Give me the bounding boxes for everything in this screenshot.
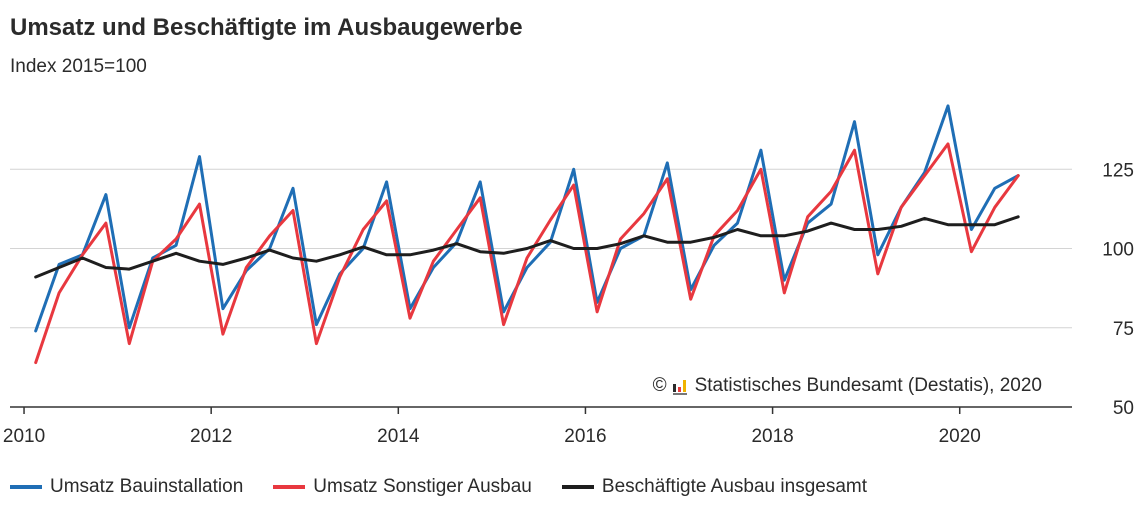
copyright-symbol: © xyxy=(652,375,667,396)
x-tick-label: 2020 xyxy=(939,426,981,447)
legend-swatch xyxy=(273,485,306,489)
x-tick-label: 2012 xyxy=(190,426,232,447)
axes: 50 75 100 125 2010 2012 2014 2016 2018 2020 xyxy=(3,160,1134,447)
chart-subtitle: Index 2015=100 xyxy=(10,56,147,77)
legend-item-3: Beschäftigte Ausbau insgesamt xyxy=(561,476,867,498)
series-group xyxy=(34,104,1020,365)
y-tick-label: 125 xyxy=(1102,160,1134,181)
legend-item-1: Umsatz Bauinstallation xyxy=(10,476,243,498)
x-tick-label: 2018 xyxy=(751,426,793,447)
legend: Umsatz Bauinstallation Umsatz Sonstiger A… xyxy=(10,476,897,498)
x-tick-label: 2016 xyxy=(564,426,606,447)
x-tick-label: 2014 xyxy=(377,426,420,447)
legend-label: Beschäftigte Ausbau insgesamt xyxy=(601,476,867,497)
chart-title: Umsatz und Beschäftigte im Ausbaugewerbe xyxy=(10,14,523,41)
series-line-2 xyxy=(34,142,1020,365)
legend-swatch xyxy=(10,485,42,489)
y-tick-label: 50 xyxy=(1113,398,1134,419)
legend-swatch xyxy=(561,485,594,489)
y-tick-label: 75 xyxy=(1113,319,1134,340)
legend-label: Umsatz Bauinstallation xyxy=(50,476,244,497)
y-tick-label: 100 xyxy=(1102,240,1134,261)
legend-label: Umsatz Sonstiger Ausbau xyxy=(313,476,532,497)
legend-item-2: Umsatz Sonstiger Ausbau xyxy=(273,476,532,498)
series-line-3 xyxy=(34,215,1020,279)
source-text: Statistisches Bundesamt (Destatis), 2020 xyxy=(694,375,1042,396)
destatis-logo-icon xyxy=(672,377,689,395)
x-tick-label: 2010 xyxy=(3,426,45,447)
grid-lines xyxy=(10,168,1072,329)
source-note: © Statistisches Bundesamt (Destatis), 20… xyxy=(653,375,1042,397)
series-line-1 xyxy=(34,104,1020,333)
